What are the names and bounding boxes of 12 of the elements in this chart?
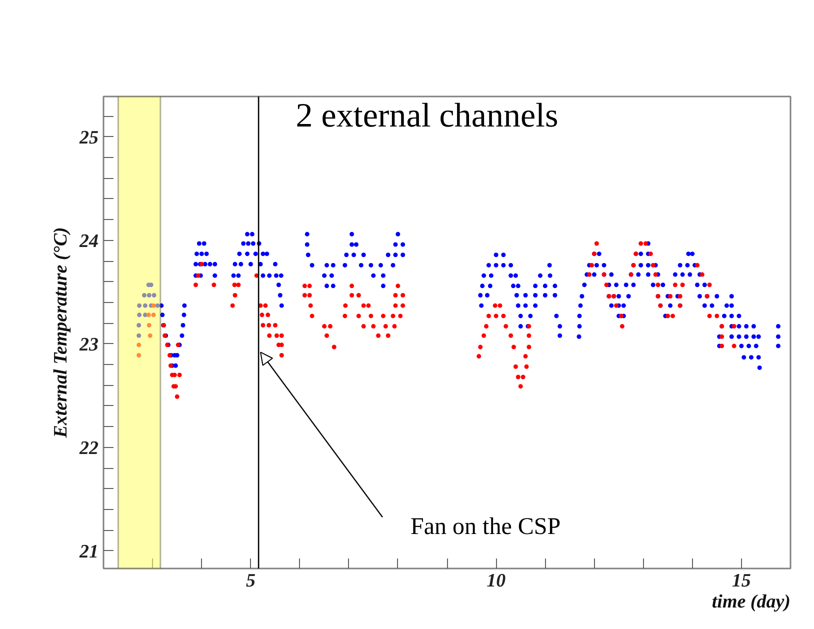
x-tick-label: 15: [732, 570, 752, 592]
y-tick-label: 23: [78, 334, 98, 356]
y-axis-title: External Temperature (°C): [50, 227, 72, 439]
y-tick-label: 25: [78, 127, 99, 148]
x-axis-title: time (day): [712, 592, 790, 612]
x-tick-label: 5: [246, 570, 256, 592]
y-tick-label: 21: [78, 541, 98, 562]
x-tick-label: 10: [486, 570, 506, 592]
chart-title: 2 external channels: [296, 98, 558, 134]
annotation: Fan on the CSP: [410, 514, 561, 540]
y-tick-label: 24: [78, 230, 98, 252]
y-tick-label: 22: [78, 438, 99, 459]
